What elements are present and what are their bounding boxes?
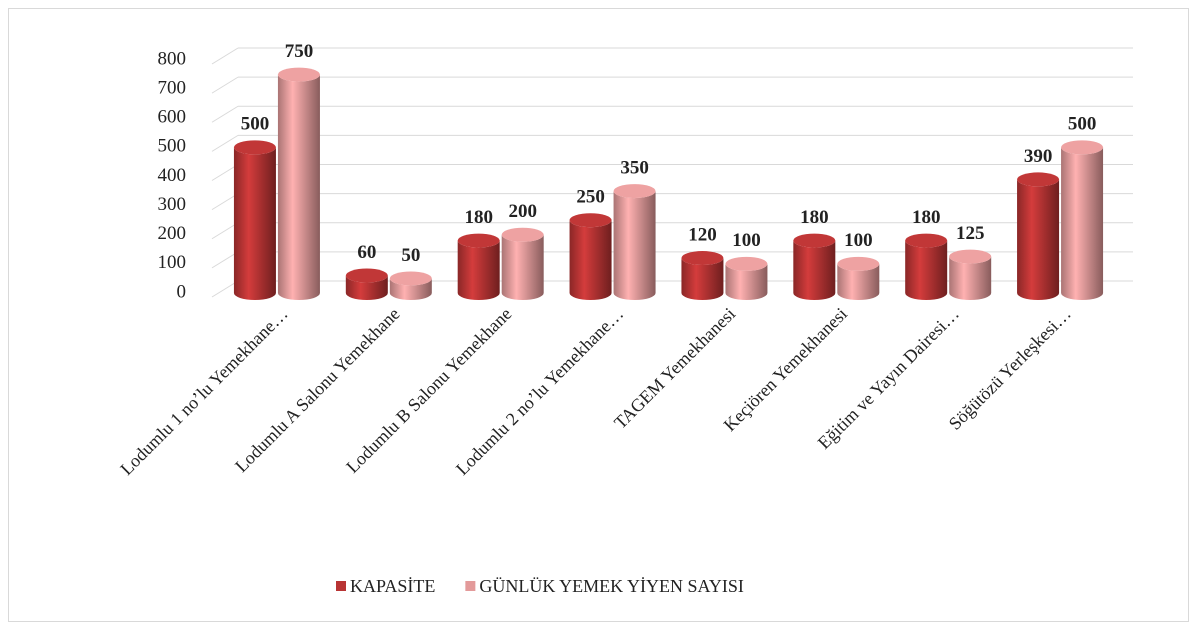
- value-label: 60: [357, 242, 376, 263]
- bar-top: [389, 271, 432, 286]
- bar: [793, 240, 836, 300]
- bar: [457, 240, 500, 300]
- bar-top: [837, 256, 880, 271]
- value-label: 100: [732, 230, 761, 251]
- value-label: 180: [800, 207, 829, 228]
- x-tick-label: TAGEM Yemekhanesi: [610, 304, 739, 433]
- bar: [837, 263, 880, 300]
- bar: [613, 191, 656, 300]
- y-tick-label: 800: [158, 48, 187, 69]
- value-label: 125: [956, 223, 985, 244]
- value-label: 180: [912, 207, 941, 228]
- grid-line-depth: [211, 222, 239, 240]
- y-tick-label: 100: [158, 252, 187, 273]
- grid-line-depth: [211, 134, 239, 152]
- bar-top: [277, 67, 320, 82]
- value-label: 200: [508, 201, 537, 222]
- bar-top: [501, 227, 544, 242]
- value-label: 120: [688, 224, 717, 245]
- bar-top: [345, 268, 388, 283]
- grid-line-depth: [211, 251, 239, 269]
- bar-top: [725, 256, 768, 271]
- bar-top: [569, 213, 612, 228]
- value-label: 500: [241, 114, 270, 135]
- bar-top: [1017, 172, 1060, 187]
- y-tick-label: 200: [158, 223, 187, 244]
- bar: [1017, 179, 1060, 300]
- grid-line-depth: [211, 193, 239, 211]
- bar-top: [457, 233, 500, 248]
- value-label: 50: [401, 245, 420, 266]
- y-tick-label: 700: [158, 77, 187, 98]
- y-tick-label: 500: [158, 136, 187, 157]
- bar: [233, 147, 276, 300]
- value-label: 250: [576, 187, 605, 208]
- chart-border: [8, 8, 1189, 622]
- bar-top: [1061, 140, 1104, 155]
- bar: [345, 275, 388, 300]
- value-label: 500: [1068, 114, 1097, 135]
- bar: [501, 234, 544, 300]
- value-label: 180: [464, 207, 493, 228]
- bar-top: [681, 251, 724, 266]
- value-label: 750: [285, 41, 314, 62]
- x-tick-label: Keçiören Yemekhanesi: [720, 304, 851, 435]
- grid-line-depth: [211, 105, 239, 123]
- bar: [277, 74, 320, 300]
- y-tick-label: 0: [177, 281, 187, 302]
- bar-top: [613, 184, 656, 199]
- grid-line-depth: [211, 76, 239, 94]
- bar-top: [905, 233, 948, 248]
- x-tick-label: Söğütözü Yerleşkesi…: [945, 304, 1075, 434]
- bar: [905, 240, 948, 300]
- legend-swatch: [336, 581, 346, 591]
- value-label: 100: [844, 230, 873, 251]
- bar-top: [949, 249, 992, 264]
- bar: [389, 278, 432, 300]
- bar: [681, 258, 724, 300]
- legend-label: KAPASİTE: [350, 576, 435, 596]
- grid-line-depth: [211, 280, 239, 298]
- bar: [569, 220, 612, 300]
- legend-label: GÜNLÜK YEMEK YİYEN SAYISI: [479, 576, 744, 596]
- value-label: 390: [1024, 146, 1053, 167]
- y-tick-label: 300: [158, 194, 187, 215]
- value-label: 350: [620, 157, 649, 178]
- y-tick-label: 400: [158, 165, 187, 186]
- bar: [1061, 147, 1104, 300]
- y-tick-label: 600: [158, 107, 187, 128]
- bar: [949, 256, 992, 300]
- grid-line-depth: [211, 164, 239, 181]
- bar-top: [233, 140, 276, 155]
- bar: [725, 263, 768, 300]
- legend-swatch: [465, 581, 476, 591]
- bar-top: [793, 233, 836, 248]
- grid-line-depth: [211, 47, 239, 65]
